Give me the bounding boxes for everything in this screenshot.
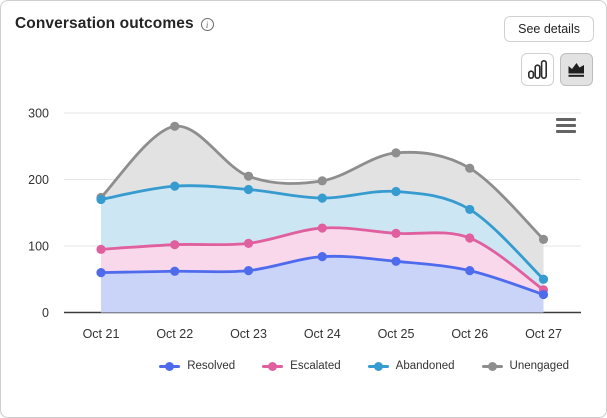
chart-point-unengaged[interactable] [391, 148, 401, 158]
chart-point-escalated[interactable] [96, 244, 106, 254]
card-header: Conversation outcomes i [15, 15, 214, 33]
area-chart[interactable]: 0 100 200 300 Oct 21 Oct 22 Oct 23 Oct 24 Oct 25… [1, 96, 606, 356]
bar-chart-icon [527, 59, 548, 79]
y-axis-tick-label: 300 [28, 107, 49, 121]
chart-point-resolved[interactable] [391, 256, 401, 266]
legend-marker [481, 361, 503, 371]
chart-point-escalated[interactable] [243, 238, 254, 248]
x-axis-tick-label: Oct 25 [378, 327, 415, 341]
chart-context-menu-icon[interactable] [556, 118, 576, 133]
info-icon[interactable]: i [200, 17, 214, 31]
chart-point-abandoned[interactable] [538, 274, 549, 284]
x-axis-tick-label: Oct 21 [83, 327, 120, 341]
chart-point-unengaged[interactable] [465, 163, 475, 173]
chart-point-resolved[interactable] [465, 266, 475, 276]
chart-point-abandoned[interactable] [465, 204, 475, 215]
x-axis-tick-label: Oct 26 [451, 327, 488, 341]
page-title: Conversation outcomes [15, 15, 194, 32]
legend-marker [367, 361, 389, 371]
legend-label: Unengaged [509, 360, 569, 372]
bar-chart-toggle-button[interactable] [521, 53, 554, 86]
x-axis-tick-label: Oct 22 [156, 327, 193, 341]
series-area-resolved [101, 256, 544, 313]
legend-item-resolved[interactable]: Resolved [159, 360, 235, 372]
x-axis-tick-label: Oct 27 [525, 327, 562, 341]
chart-point-resolved[interactable] [317, 252, 327, 262]
legend-item-unengaged[interactable]: Unengaged [481, 360, 569, 372]
chart-point-unengaged[interactable] [538, 234, 549, 244]
chart-point-escalated[interactable] [465, 233, 475, 243]
area-chart-icon [568, 63, 584, 77]
chart-type-toggle-group [521, 53, 593, 86]
chart-point-escalated[interactable] [170, 240, 180, 250]
chart-point-unengaged[interactable] [317, 176, 327, 186]
see-details-button[interactable]: See details [504, 16, 594, 42]
chart-point-unengaged[interactable] [170, 121, 180, 131]
legend-label: Escalated [290, 360, 341, 372]
legend-item-escalated[interactable]: Escalated [262, 360, 341, 372]
chart-point-abandoned[interactable] [317, 193, 327, 203]
x-axis-tick-label: Oct 24 [304, 327, 341, 341]
chart-point-resolved[interactable] [243, 266, 254, 276]
y-axis-tick-label: 200 [28, 173, 49, 187]
chart-point-abandoned[interactable] [243, 184, 254, 195]
y-axis-tick-label: 100 [28, 240, 49, 254]
x-axis-tick-label: Oct 23 [230, 327, 267, 341]
chart-legend: Resolved Escalated Abandoned Unengaged [1, 360, 606, 372]
chart-point-escalated[interactable] [391, 228, 401, 238]
legend-item-abandoned[interactable]: Abandoned [367, 360, 455, 372]
legend-label: Abandoned [395, 360, 455, 372]
chart-point-resolved[interactable] [538, 289, 549, 300]
chart-point-escalated[interactable] [317, 223, 327, 233]
legend-marker [159, 361, 181, 371]
area-chart-toggle-button[interactable] [560, 53, 593, 86]
chart-point-abandoned[interactable] [391, 186, 401, 197]
y-axis-tick-label: 0 [42, 306, 49, 320]
chart-point-resolved[interactable] [170, 266, 180, 276]
chart-point-abandoned[interactable] [170, 181, 180, 191]
chart-point-abandoned[interactable] [96, 194, 106, 205]
chart-point-resolved[interactable] [96, 268, 106, 278]
legend-marker [262, 361, 284, 371]
chart-point-unengaged[interactable] [243, 171, 254, 181]
legend-label: Resolved [187, 360, 236, 372]
